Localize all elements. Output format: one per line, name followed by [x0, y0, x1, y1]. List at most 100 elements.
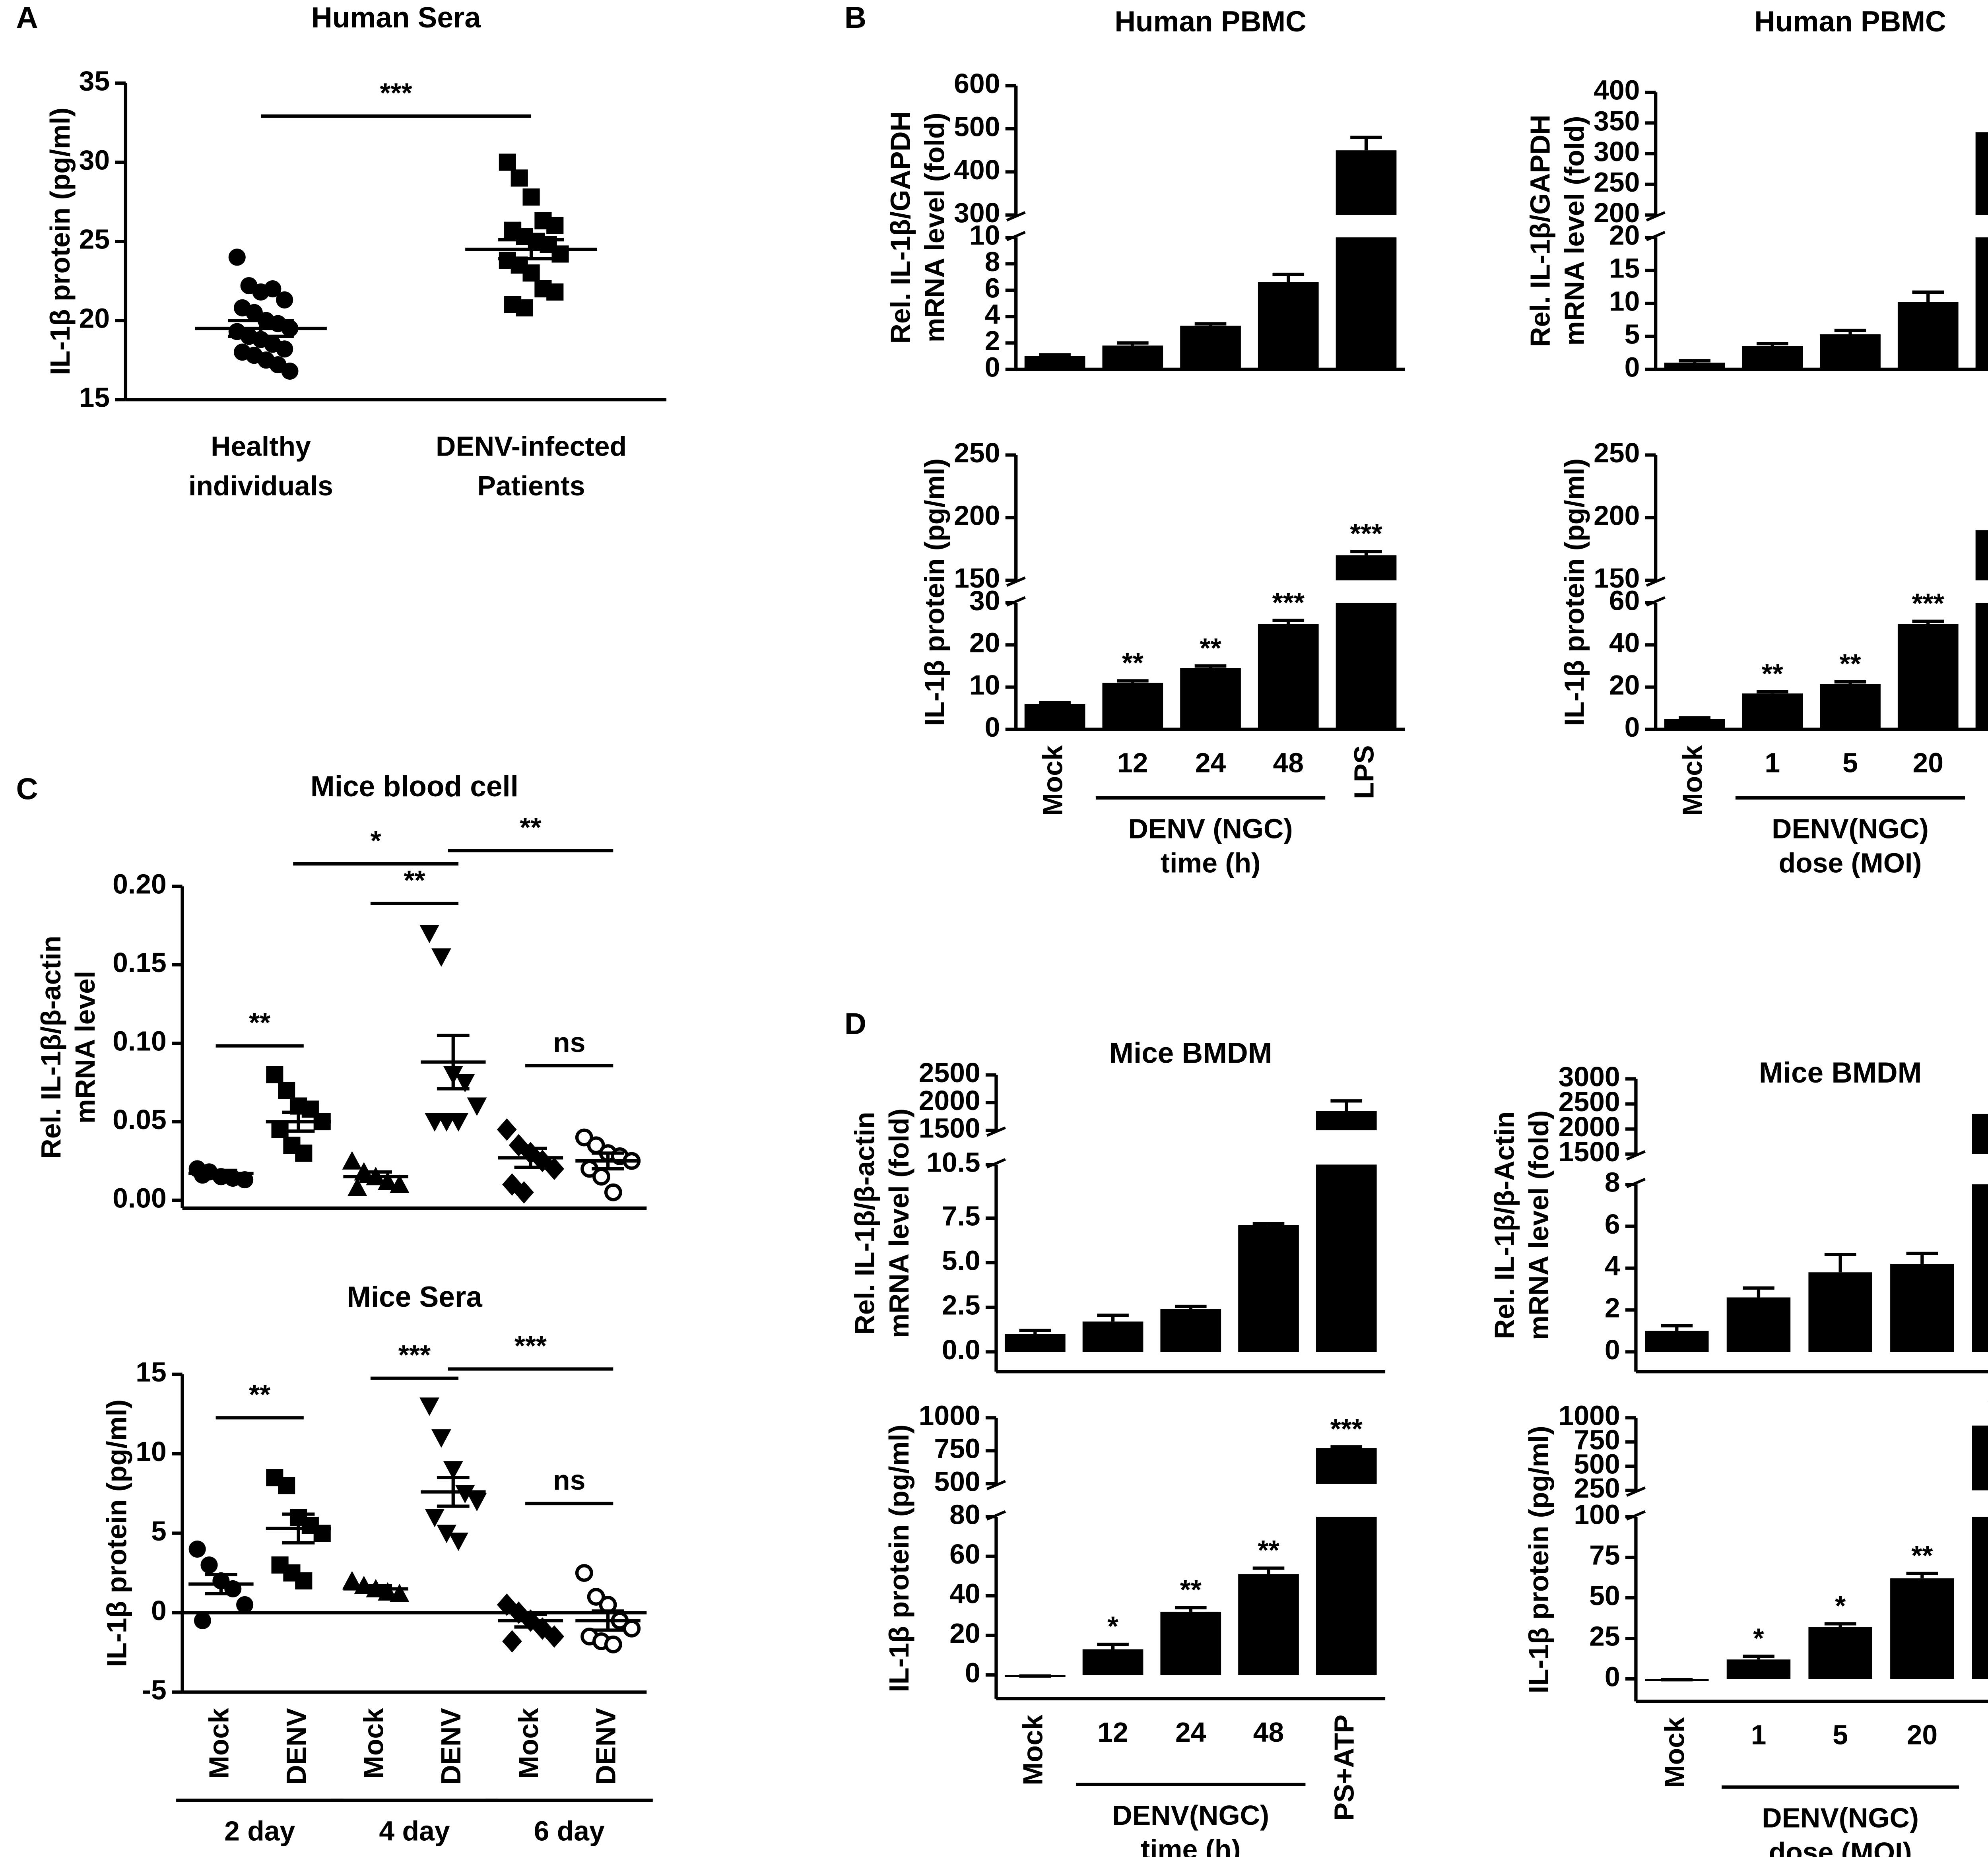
bar	[1316, 1448, 1377, 1675]
y-tick-label: 20	[1609, 669, 1640, 700]
bar	[1897, 302, 1959, 369]
point	[522, 264, 540, 282]
y-tick-label: 0.05	[113, 1104, 167, 1135]
y-tick-label: 20	[1609, 220, 1640, 251]
x-tick-label: 5	[1842, 747, 1858, 778]
y-axis-label: IL-1β protein (pg/ml)	[919, 458, 950, 726]
bar	[1082, 1321, 1143, 1352]
chart-title: Mice blood cell	[311, 770, 518, 803]
y-tick-label: 10	[969, 669, 1000, 700]
point	[228, 248, 246, 266]
point	[342, 1571, 362, 1590]
point	[264, 280, 282, 298]
y-tick-label: 500	[1574, 1448, 1620, 1479]
point	[236, 1171, 254, 1189]
point	[499, 153, 516, 171]
y-tick-label: 0	[151, 1595, 167, 1626]
significance-label: **	[1122, 647, 1144, 678]
y-tick-label: 500	[934, 1466, 980, 1497]
y-tick-label: 40	[949, 1578, 980, 1609]
y-tick-label: 80	[949, 1499, 980, 1530]
bar	[1820, 334, 1881, 369]
point	[604, 1183, 622, 1201]
group-label: time (h)	[1141, 1834, 1241, 1857]
group-label: dose (MOI)	[1779, 848, 1922, 879]
group-label: 2 day	[224, 1816, 295, 1847]
axis-break-gap	[1334, 215, 1398, 238]
y-tick-label: 0.00	[113, 1182, 167, 1213]
y-axis-label: Rel. IL-1β/β-actin	[35, 936, 66, 1159]
point	[575, 1564, 593, 1582]
significance-label: ***	[1350, 518, 1382, 549]
chart-title: Mice BMDM	[1759, 1057, 1922, 1089]
y-tick-label: 250	[1594, 437, 1640, 468]
point	[278, 1477, 295, 1494]
panel-letter: C	[16, 772, 38, 806]
significance-label: **	[1200, 633, 1221, 664]
significance-label: **	[404, 865, 425, 896]
significance-label: **	[520, 812, 542, 843]
y-tick-label: 8	[985, 246, 1000, 277]
y-axis-label: mRNA level (fold)	[1523, 1110, 1554, 1340]
y-tick-label: 250	[1594, 167, 1640, 198]
point	[587, 1588, 605, 1606]
point	[467, 1493, 487, 1512]
x-tick-label: 24	[1175, 1717, 1206, 1748]
x-tick-label: Mock	[358, 1708, 389, 1779]
y-tick-label: 150	[954, 563, 1000, 594]
point	[281, 362, 299, 380]
y-axis-label: mRNA level (fold)	[1559, 116, 1590, 346]
y-axis-label: Rel. IL-1β/GAPDH	[885, 111, 916, 343]
y-tick-label: 7.5	[942, 1200, 980, 1231]
x-tick-label: DENV	[281, 1708, 312, 1785]
point	[511, 169, 528, 187]
bar	[1664, 363, 1725, 369]
y-axis-label: IL-1β protein (pg/ml)	[45, 107, 76, 375]
point	[604, 1635, 622, 1653]
y-axis-label: Rel. IL-1β/GAPDH	[1524, 114, 1555, 347]
y-tick-label: 250	[1574, 1473, 1620, 1504]
significance-label: ***	[1330, 1413, 1363, 1444]
bar	[1726, 1659, 1791, 1679]
point	[347, 1178, 367, 1196]
axis-break-gap	[1974, 215, 1988, 238]
bar	[1160, 1309, 1221, 1352]
x-tick-label: Healthy	[211, 431, 311, 462]
y-tick-label: 5	[1625, 318, 1640, 349]
x-tick-label: 12	[1097, 1717, 1128, 1748]
y-tick-label: 100	[1574, 1499, 1620, 1530]
y-tick-label: 20	[969, 627, 1000, 658]
y-tick-label: 5.0	[942, 1245, 980, 1276]
y-tick-label: 400	[954, 154, 1000, 185]
x-tick-label: DENV	[590, 1708, 621, 1785]
point	[448, 1113, 468, 1132]
y-tick-label: 0	[985, 351, 1000, 382]
significance-label: ***	[1272, 587, 1305, 618]
bar	[1975, 530, 1988, 730]
bar	[1742, 346, 1803, 369]
significance-label: ns	[553, 1465, 585, 1496]
y-tick-label: 0	[1605, 1334, 1620, 1365]
significance-label: *	[371, 825, 382, 856]
y-tick-label: 350	[1594, 105, 1640, 136]
y-tick-label: 5	[151, 1515, 167, 1547]
y-axis-label: mRNA level (fold)	[919, 113, 950, 342]
y-tick-label: 2000	[1559, 1111, 1620, 1142]
group-label: 4 day	[379, 1816, 450, 1847]
panel-letter: A	[16, 1, 38, 35]
significance-label: **	[1180, 1574, 1202, 1605]
y-axis-label: mRNA level	[70, 971, 101, 1124]
y-tick-label: 60	[1609, 585, 1640, 616]
axis-break-gap	[1971, 1154, 1988, 1185]
panel-letter: B	[845, 1, 866, 35]
point	[425, 1509, 445, 1527]
significance-label: **	[249, 1379, 271, 1410]
point	[200, 1556, 218, 1574]
y-tick-label: 1000	[1559, 1400, 1620, 1431]
x-tick-label: Mock	[1017, 1714, 1048, 1785]
bar	[1808, 1272, 1872, 1352]
bar	[1890, 1578, 1954, 1679]
bar	[1975, 132, 1988, 369]
axis-break-gap	[1971, 1490, 1988, 1517]
group-label: time (h)	[1161, 848, 1261, 879]
